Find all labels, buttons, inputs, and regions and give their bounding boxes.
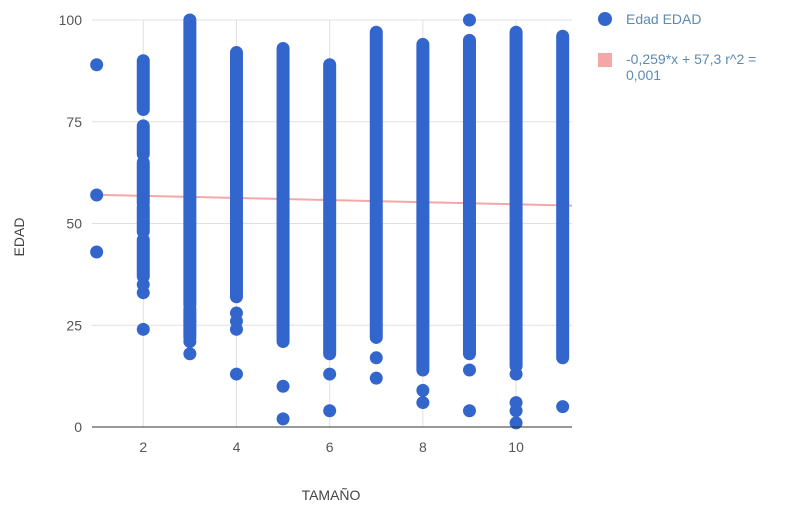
data-point [416,383,430,397]
data-point [556,400,570,414]
y-tick-label: 50 [66,216,82,232]
point-cluster [416,37,430,377]
data-point [90,58,104,72]
data-point [229,367,243,381]
x-tick-label: 10 [508,439,524,455]
point-cluster [369,25,383,344]
data-point [229,306,243,320]
data-point [509,396,523,410]
data-point [462,13,476,27]
point-cluster [462,33,476,361]
point-cluster [136,155,150,210]
x-tick-label: 2 [139,439,147,455]
point-cluster [136,54,150,117]
y-tick-label: 75 [66,114,82,130]
legend-marker-trendline [598,53,612,67]
axes: 0 25 50 75 100 2 4 6 8 10 [59,12,572,455]
y-axis-title: EDAD [11,218,27,257]
data-point [183,335,197,349]
point-cluster [136,200,150,239]
x-tick-label: 8 [419,439,427,455]
x-axis-title: TAMAÑO [302,487,361,503]
data-point [183,314,197,328]
point-cluster [556,29,570,365]
data-point [462,404,476,418]
legend-label-points: Edad EDAD [626,11,701,27]
data-point [183,347,197,361]
point-cluster [136,119,150,161]
data-point [369,371,383,385]
legend: Edad EDAD -0,259*x + 57,3 r^2 = 0,001 [598,11,756,83]
y-tick-label: 0 [74,419,82,435]
points-layer [90,13,570,430]
data-point [462,363,476,377]
legend-label-trendline-line2: 0,001 [626,67,661,83]
data-point [369,351,383,365]
data-point [90,245,104,259]
point-cluster [323,58,337,361]
legend-label-trendline-line1: -0,259*x + 57,3 r^2 = [626,51,756,67]
legend-marker-points [598,12,612,26]
y-tick-label: 25 [66,317,82,333]
data-point [136,278,150,292]
data-point [276,412,290,426]
y-tick-label: 100 [59,12,83,28]
data-point [416,396,430,410]
point-cluster [229,46,243,304]
data-point [323,404,337,418]
data-point [276,379,290,393]
x-tick-label: 6 [326,439,334,455]
data-point [90,188,104,202]
point-cluster [183,13,197,312]
point-cluster [509,25,523,373]
point-cluster [136,233,150,283]
data-point [323,367,337,381]
data-point [509,416,523,430]
x-tick-label: 4 [233,439,241,455]
data-point [136,322,150,336]
point-cluster [276,41,290,349]
data-point [509,367,523,381]
